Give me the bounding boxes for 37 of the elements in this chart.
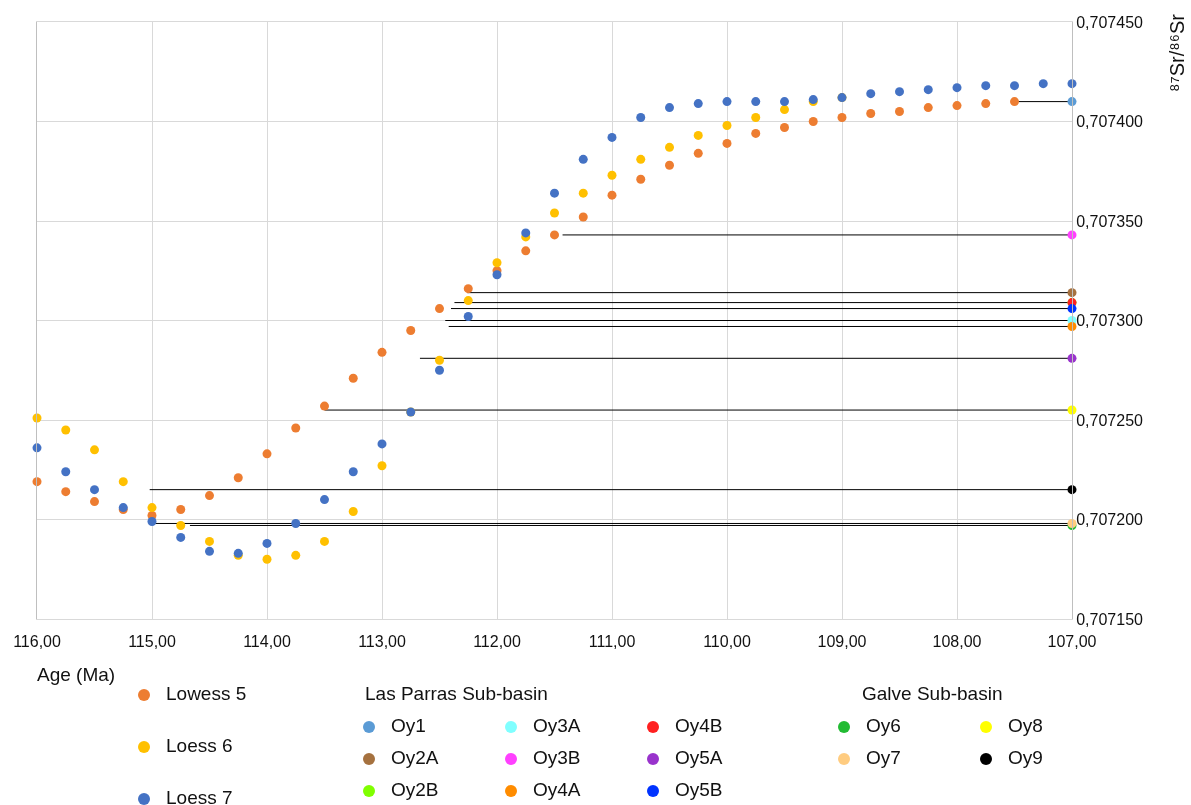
- legend-label: Oy6: [865, 715, 901, 737]
- legend-label: Loess 7: [165, 787, 233, 805]
- legend-label: Oy3B: [532, 747, 581, 769]
- legend-label: Oy4A: [532, 779, 581, 801]
- legend-label: Oy5A: [674, 747, 723, 769]
- legend-label: Oy3A: [532, 715, 581, 737]
- x-tick-label: 109,00: [817, 633, 867, 651]
- legend-label: Oy4B: [674, 715, 723, 737]
- x-tick-label: 110,00: [703, 633, 751, 651]
- legend-label: Oy2B: [390, 779, 439, 801]
- legend-label: Loess 6: [165, 735, 233, 757]
- y-tick-label: 0,707400: [1076, 113, 1144, 131]
- x-tick-label: 111,00: [588, 633, 636, 651]
- text: Galve Sub-basin: [862, 683, 1003, 705]
- x-tick-label: 108,00: [932, 633, 982, 651]
- y-tick-label: 0,707150: [1076, 610, 1144, 628]
- legend-label: Oy1: [390, 715, 426, 737]
- y-tick-label: 0,707200: [1076, 511, 1144, 529]
- x-tick-label: 115,00: [128, 633, 176, 651]
- y-tick-label: 0,707300: [1076, 312, 1144, 330]
- text: Las Parras Sub-basin: [365, 683, 548, 705]
- legend-label: Oy8: [1007, 715, 1043, 737]
- x-tick-label: 114,00: [243, 633, 291, 651]
- y-axis-title: ⁸⁷Sr/⁸⁶Sr: [1166, 14, 1189, 92]
- x-tick-label: 113,00: [358, 633, 406, 651]
- legend-label: Oy5B: [674, 779, 723, 801]
- legend-label: Lowess 5: [165, 683, 247, 705]
- x-tick-label: 107,00: [1047, 633, 1097, 651]
- legend-label: Oy7: [865, 747, 901, 769]
- x-tick-label: 112,00: [473, 633, 521, 651]
- legend-label: Oy2A: [390, 747, 439, 769]
- y-tick-label: 0,707450: [1076, 13, 1144, 31]
- y-tick-label: 0,707250: [1076, 411, 1144, 429]
- x-axis-title: Age (Ma): [37, 664, 116, 686]
- legend-label: Oy9: [1007, 747, 1043, 769]
- x-tick-label: 116,00: [13, 633, 61, 651]
- y-tick-label: 0,707350: [1076, 212, 1144, 230]
